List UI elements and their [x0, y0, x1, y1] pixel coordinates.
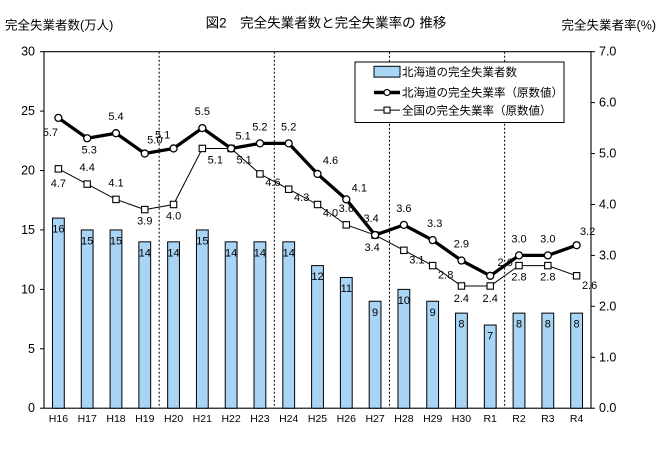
svg-text:2.8: 2.8 [438, 270, 453, 282]
svg-text:H24: H24 [279, 413, 298, 425]
svg-text:5: 5 [28, 342, 35, 356]
svg-text:16: 16 [52, 224, 64, 236]
svg-text:7: 7 [487, 331, 493, 343]
svg-text:3.9: 3.9 [137, 216, 152, 228]
svg-text:2.9: 2.9 [454, 239, 469, 251]
svg-text:H16: H16 [49, 413, 68, 425]
svg-text:5.1: 5.1 [208, 155, 223, 167]
svg-text:5.2: 5.2 [252, 121, 267, 133]
svg-text:2.8: 2.8 [511, 272, 526, 284]
svg-text:11: 11 [341, 283, 352, 295]
svg-text:H27: H27 [365, 413, 384, 425]
svg-text:10: 10 [21, 282, 35, 296]
svg-text:北海道の完全失業者数: 北海道の完全失業者数 [402, 65, 517, 79]
svg-text:H17: H17 [78, 413, 97, 425]
svg-text:H29: H29 [423, 413, 442, 425]
svg-text:5.2: 5.2 [281, 121, 296, 133]
svg-text:H18: H18 [106, 413, 125, 425]
svg-text:15: 15 [196, 235, 208, 247]
svg-text:8: 8 [458, 319, 464, 331]
svg-text:5.5: 5.5 [195, 106, 210, 118]
svg-text:完全失業者率(%): 完全失業者率(%) [562, 18, 656, 33]
svg-text:H23: H23 [250, 413, 269, 425]
svg-text:R4: R4 [570, 413, 584, 425]
svg-text:H20: H20 [164, 413, 183, 425]
svg-text:9: 9 [430, 307, 436, 319]
svg-text:北海道の完全失業率（原数値）: 北海道の完全失業率（原数値） [402, 86, 563, 100]
svg-text:14: 14 [139, 247, 151, 259]
svg-text:25: 25 [21, 104, 35, 118]
svg-text:H19: H19 [135, 413, 154, 425]
svg-text:2.4: 2.4 [483, 293, 498, 305]
svg-text:4.6: 4.6 [265, 177, 280, 189]
svg-text:4.0: 4.0 [166, 211, 181, 223]
svg-text:14: 14 [254, 247, 266, 259]
svg-text:4.7: 4.7 [51, 178, 66, 190]
svg-text:5.1: 5.1 [236, 155, 251, 167]
svg-text:14: 14 [225, 247, 237, 259]
svg-text:1.0: 1.0 [599, 350, 616, 364]
svg-text:5.7: 5.7 [43, 127, 58, 139]
svg-text:2.6: 2.6 [498, 257, 513, 269]
svg-text:4.1: 4.1 [108, 177, 123, 189]
svg-text:14: 14 [167, 247, 179, 259]
svg-text:R3: R3 [541, 413, 555, 425]
svg-text:4.3: 4.3 [294, 192, 309, 204]
svg-text:3.0: 3.0 [599, 248, 616, 262]
svg-text:8: 8 [516, 319, 522, 331]
svg-text:4.0: 4.0 [599, 198, 616, 212]
svg-text:5.1: 5.1 [235, 131, 250, 143]
svg-text:2.0: 2.0 [599, 299, 616, 313]
svg-text:5.3: 5.3 [82, 144, 97, 156]
svg-text:5.0: 5.0 [599, 147, 616, 161]
svg-text:4.0: 4.0 [323, 208, 338, 220]
svg-text:R1: R1 [483, 413, 497, 425]
svg-text:3.3: 3.3 [427, 218, 442, 230]
svg-text:30: 30 [21, 45, 35, 59]
svg-text:H30: H30 [452, 413, 471, 425]
svg-text:4.6: 4.6 [323, 155, 338, 167]
svg-text:3.2: 3.2 [580, 226, 595, 238]
svg-text:15: 15 [81, 235, 93, 247]
svg-text:H21: H21 [193, 413, 212, 425]
svg-text:8: 8 [574, 319, 580, 331]
svg-text:3.4: 3.4 [364, 242, 379, 254]
svg-text:R2: R2 [512, 413, 526, 425]
svg-text:2.8: 2.8 [540, 272, 555, 284]
svg-text:4.1: 4.1 [352, 182, 367, 194]
svg-text:5.4: 5.4 [108, 111, 123, 123]
svg-text:3.0: 3.0 [511, 233, 526, 245]
svg-text:12: 12 [311, 271, 323, 283]
svg-text:20: 20 [21, 164, 35, 178]
svg-text:0.0: 0.0 [599, 401, 616, 415]
svg-text:H28: H28 [394, 413, 413, 425]
svg-text:0: 0 [28, 401, 35, 415]
svg-text:2.4: 2.4 [454, 293, 469, 305]
svg-text:全国の完全失業率（原数値）: 全国の完全失業率（原数値） [402, 103, 552, 117]
svg-text:H26: H26 [337, 413, 356, 425]
svg-text:3.1: 3.1 [409, 254, 424, 266]
svg-text:5.1: 5.1 [155, 130, 170, 142]
svg-text:15: 15 [110, 235, 122, 247]
svg-text:3.6: 3.6 [396, 203, 411, 215]
svg-text:6.0: 6.0 [599, 96, 616, 110]
svg-text:3.4: 3.4 [363, 213, 378, 225]
svg-text:完全失業者数(万人): 完全失業者数(万人) [5, 18, 113, 33]
svg-text:7.0: 7.0 [599, 45, 616, 59]
svg-text:8: 8 [545, 319, 551, 331]
svg-text:3.0: 3.0 [540, 233, 555, 245]
svg-text:図2 完全失業者数と完全失業率の 推移: 図2 完全失業者数と完全失業率の 推移 [206, 15, 447, 31]
svg-text:9: 9 [372, 307, 378, 319]
svg-text:4.4: 4.4 [80, 162, 95, 174]
svg-text:14: 14 [283, 247, 295, 259]
svg-text:3.6: 3.6 [339, 203, 354, 215]
svg-text:H25: H25 [308, 413, 327, 425]
svg-text:H22: H22 [221, 413, 240, 425]
svg-text:2.6: 2.6 [582, 280, 597, 292]
svg-text:10: 10 [398, 295, 410, 307]
svg-text:15: 15 [21, 223, 35, 237]
